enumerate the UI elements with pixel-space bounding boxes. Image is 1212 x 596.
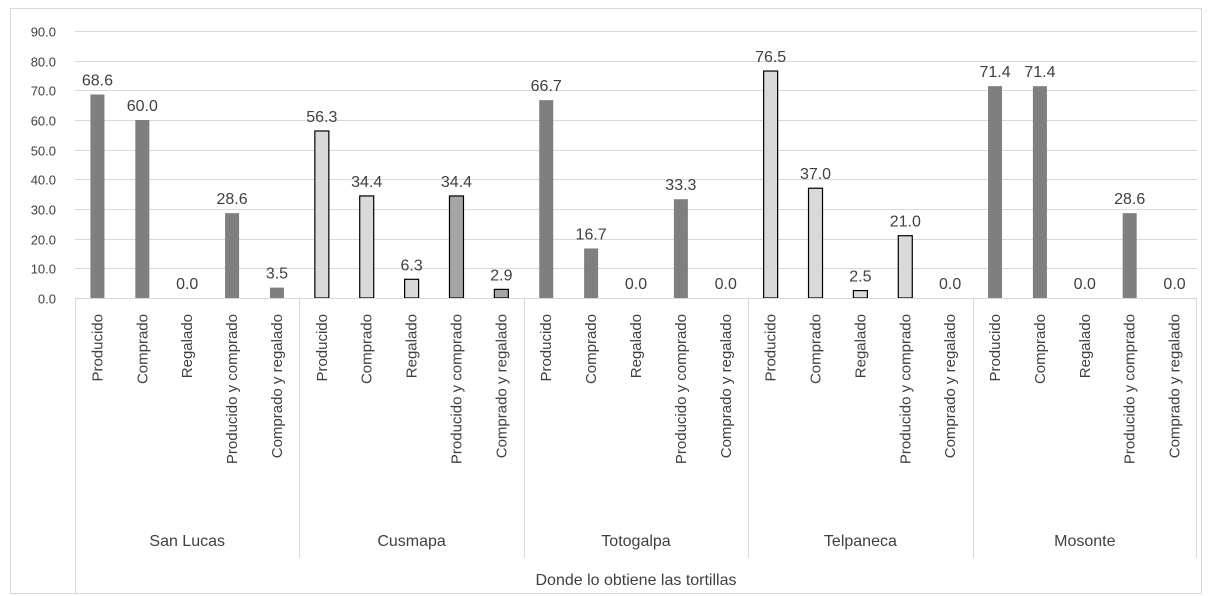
x-tick-label: Regalado — [1077, 314, 1094, 378]
group-label: San Lucas — [149, 533, 225, 550]
y-tick-label: 40.0 — [31, 173, 56, 188]
x-tick-label: Regalado — [628, 314, 645, 378]
bar — [807, 187, 824, 299]
x-tick-label: Regalado — [404, 314, 421, 378]
bar — [539, 100, 554, 298]
data-label: 34.4 — [441, 174, 472, 191]
bar — [404, 278, 420, 299]
data-label: 66.7 — [531, 78, 562, 95]
bar — [269, 287, 284, 298]
y-tick-label: 80.0 — [31, 55, 56, 70]
data-label: 28.6 — [1114, 191, 1145, 208]
data-label: 0.0 — [715, 276, 737, 293]
x-tick-label: Producido — [763, 314, 780, 382]
bar — [988, 86, 1003, 299]
bar — [314, 130, 330, 299]
x-tick-label: Producido y comprado — [897, 314, 914, 464]
x-tick-label: Comprado y regalado — [942, 314, 959, 458]
data-label: 0.0 — [1074, 276, 1096, 293]
x-tick-label: Comprado — [1032, 314, 1049, 384]
y-tick-label: 0.0 — [38, 292, 56, 307]
data-label: 68.6 — [82, 72, 113, 89]
y-tick-label: 20.0 — [31, 233, 56, 248]
bar — [359, 195, 375, 299]
x-tick-label: Regalado — [852, 314, 869, 378]
x-tick-label: Comprado — [359, 314, 376, 384]
data-label: 28.6 — [217, 191, 248, 208]
y-tick-label: 60.0 — [31, 114, 56, 129]
data-label: 60.0 — [127, 98, 158, 115]
data-label: 21.0 — [890, 214, 921, 231]
y-tick-label: 70.0 — [31, 84, 56, 99]
x-tick-label: Producido y comprado — [673, 314, 690, 464]
data-label: 37.0 — [800, 166, 831, 183]
x-tick-label: Regalado — [179, 314, 196, 378]
x-tick-label: Comprado — [808, 314, 825, 384]
bars — [90, 70, 1137, 299]
x-tick-label: Producido — [89, 314, 106, 382]
bar — [852, 289, 869, 299]
x-tick-label: Producido — [314, 314, 331, 382]
gridlines — [75, 31, 1197, 299]
data-label: 76.5 — [755, 49, 786, 66]
x-tick-label: Comprado y regalado — [269, 314, 286, 458]
data-label: 2.5 — [849, 269, 871, 286]
group-label: Mosonte — [1054, 533, 1115, 550]
x-tick-label: Producido — [538, 314, 555, 382]
x-axis: Producido Comprado Regalado Producido y com… — [75, 298, 1197, 594]
x-tick-label: Producido — [987, 314, 1004, 382]
data-label: 0.0 — [1163, 276, 1185, 293]
y-axis-tick-labels: 0.0 10.0 20.0 30.0 40.0 50.0 60.0 70.0 80.0 90.0 — [31, 25, 56, 307]
bar — [448, 195, 465, 299]
data-label: 2.9 — [490, 267, 512, 284]
bar — [135, 120, 150, 298]
x-tick-label: Comprado y regalado — [1167, 314, 1184, 458]
bar — [1122, 213, 1137, 298]
data-label: 56.3 — [306, 109, 337, 126]
x-axis-title: Donde lo obtiene las tortillas — [535, 572, 736, 589]
data-label: 16.7 — [576, 226, 607, 243]
bar — [897, 235, 913, 299]
x-tick-label: Comprado y regalado — [718, 314, 735, 458]
y-tick-label: 90.0 — [31, 25, 56, 40]
bar — [763, 70, 779, 299]
x-tick-label: Comprado — [134, 314, 151, 384]
data-label: 34.4 — [351, 174, 382, 191]
x-tick-label: Producido y comprado — [1122, 314, 1139, 464]
bar — [1032, 86, 1047, 299]
x-tick-label: Comprado — [583, 314, 600, 384]
bar — [90, 94, 105, 298]
bar — [584, 248, 599, 298]
data-label: 0.0 — [625, 276, 647, 293]
group-label: Totogalpa — [601, 533, 670, 550]
bar — [225, 213, 240, 298]
y-tick-label: 30.0 — [31, 203, 56, 218]
y-tick-label: 10.0 — [31, 262, 56, 277]
data-label: 6.3 — [400, 257, 422, 274]
group-label: Cusmapa — [377, 533, 446, 550]
group-label: Telpaneca — [824, 533, 897, 550]
data-label: 33.3 — [665, 177, 696, 194]
y-tick-label: 50.0 — [31, 144, 56, 159]
x-tick-label: Comprado y regalado — [493, 314, 510, 458]
data-label: 0.0 — [176, 276, 198, 293]
x-tick-label: Producido y comprado — [448, 314, 465, 464]
data-label: 0.0 — [939, 276, 961, 293]
x-tick-label: Producido y comprado — [224, 314, 241, 464]
data-label: 71.4 — [979, 64, 1010, 81]
data-label: 71.4 — [1024, 64, 1055, 81]
data-label: 3.5 — [266, 266, 288, 283]
bar — [493, 288, 509, 299]
chart-frame — [10, 8, 1202, 594]
bar — [673, 199, 688, 298]
data-labels: 68.6 60.0 0.0 28.6 3.5 56.3 34.4 6.3 34.4 2.9 66.7… — [82, 49, 1186, 293]
